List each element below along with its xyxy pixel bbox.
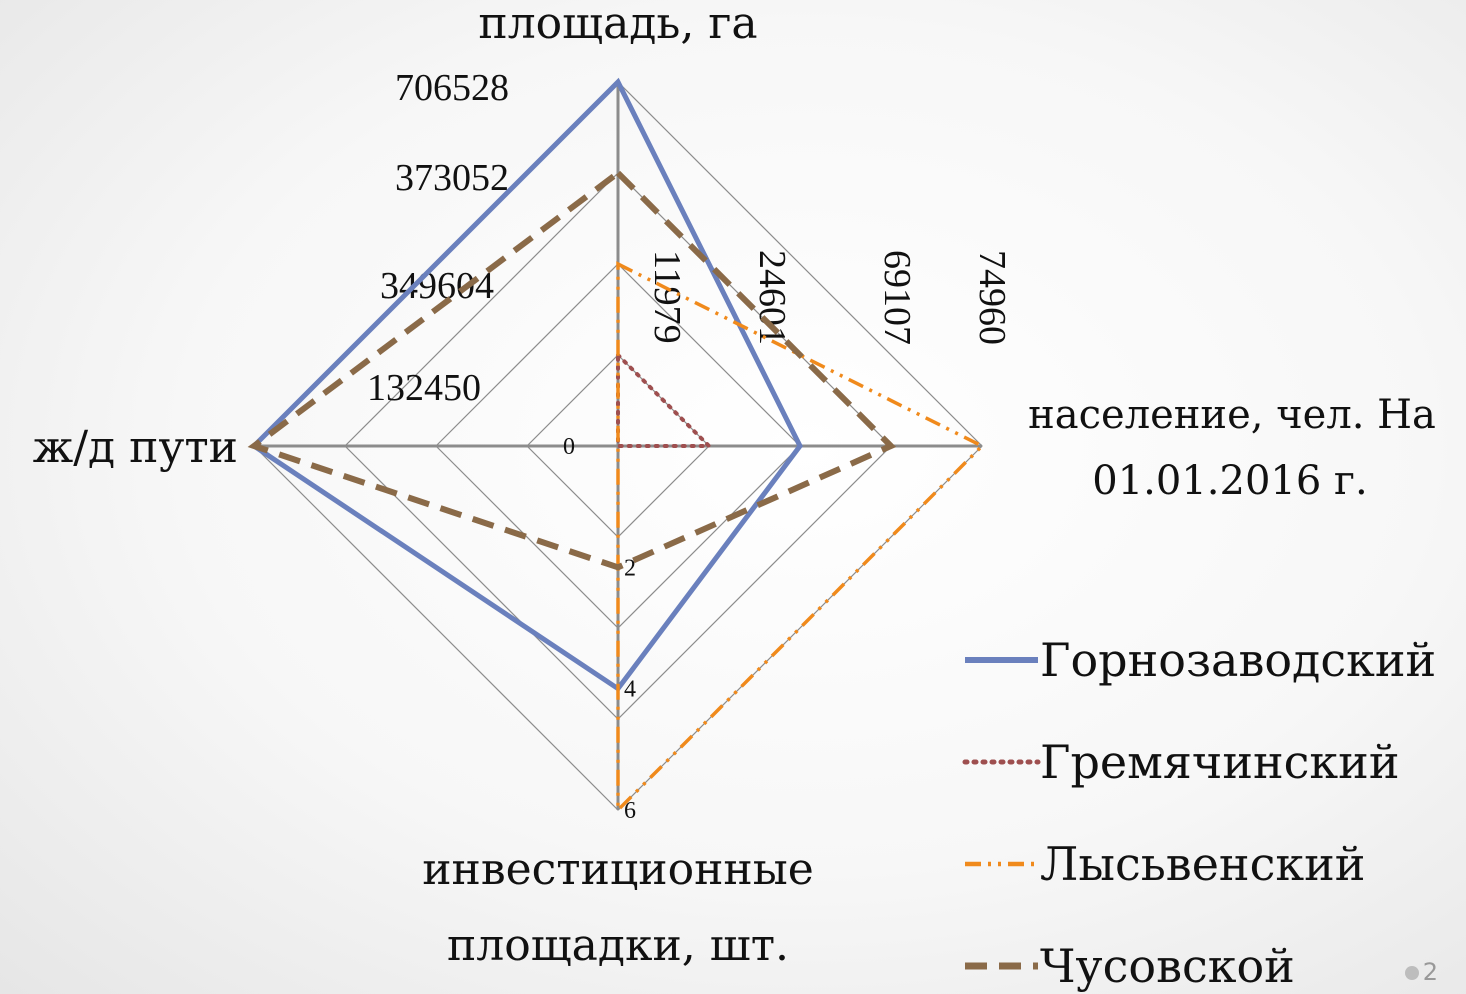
- page-dot-icon: [1404, 966, 1419, 980]
- tick-label: 0: [563, 434, 575, 460]
- axis-title-investment-line: площадки, шт.: [447, 920, 789, 971]
- legend-label-1: Горнозаводский: [1040, 633, 1436, 687]
- tick-label: 6: [624, 798, 636, 824]
- tick-label: 74960: [971, 250, 1013, 345]
- series-polygon-2: [616, 350, 714, 448]
- legend-label-3: Лысьвенский: [1040, 837, 1365, 891]
- tick-label: 2: [624, 555, 636, 581]
- tick-label: 132450: [367, 367, 481, 409]
- axis-title-railway: ж/д пути: [33, 422, 238, 473]
- page-number-label: 2: [1422, 958, 1438, 986]
- axis-title-population-line: 01.01.2016 г.: [1092, 458, 1367, 504]
- axis-title-population-line: население, чел. На: [1028, 392, 1436, 438]
- legend-label-2: Гремячинский: [1040, 735, 1400, 789]
- series-polygon-3: [616, 261, 985, 815]
- axis-titles: площадь, га население, чел. На 01.01.2016 …: [33, 0, 1436, 971]
- axis-title-area: площадь, га: [478, 0, 757, 49]
- axis-title-investment-line: инвестиционные: [422, 844, 814, 895]
- series-polygon-4: [247, 169, 897, 571]
- data-series: [247, 77, 985, 815]
- legend: Горнозаводский Гремячинский Лысьвенский Чус…: [962, 633, 1436, 993]
- tick-label: 706528: [395, 67, 509, 109]
- tick-label: 11979: [646, 250, 688, 344]
- tick-label: 373052: [395, 157, 509, 199]
- tick-label: 4: [624, 677, 636, 703]
- legend-label-4: Чусовской: [1040, 939, 1295, 993]
- page-number: 2: [1404, 958, 1438, 986]
- tick-label: 69107: [876, 250, 918, 345]
